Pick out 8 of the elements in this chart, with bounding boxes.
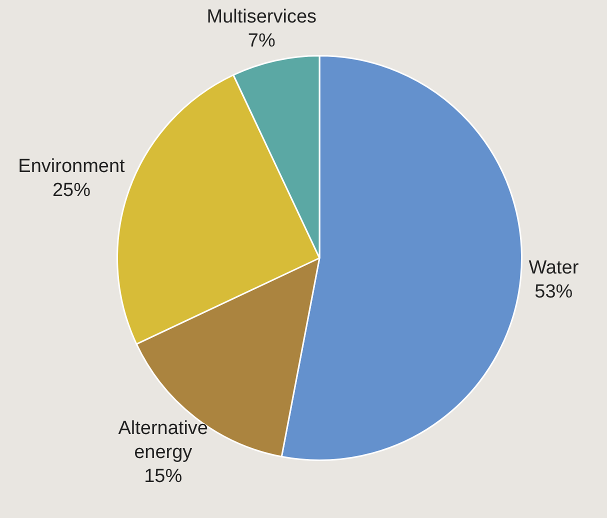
slice-label: Alternative energy [118, 418, 208, 463]
slice-label: Multiservices [206, 6, 317, 28]
data-label: 53% [534, 281, 573, 302]
slice-label: Environment [18, 156, 126, 177]
slice-label: Water [528, 257, 580, 278]
data-label: 7% [248, 30, 276, 52]
data-label: 25% [52, 180, 91, 201]
data-label: 15% [144, 466, 182, 487]
